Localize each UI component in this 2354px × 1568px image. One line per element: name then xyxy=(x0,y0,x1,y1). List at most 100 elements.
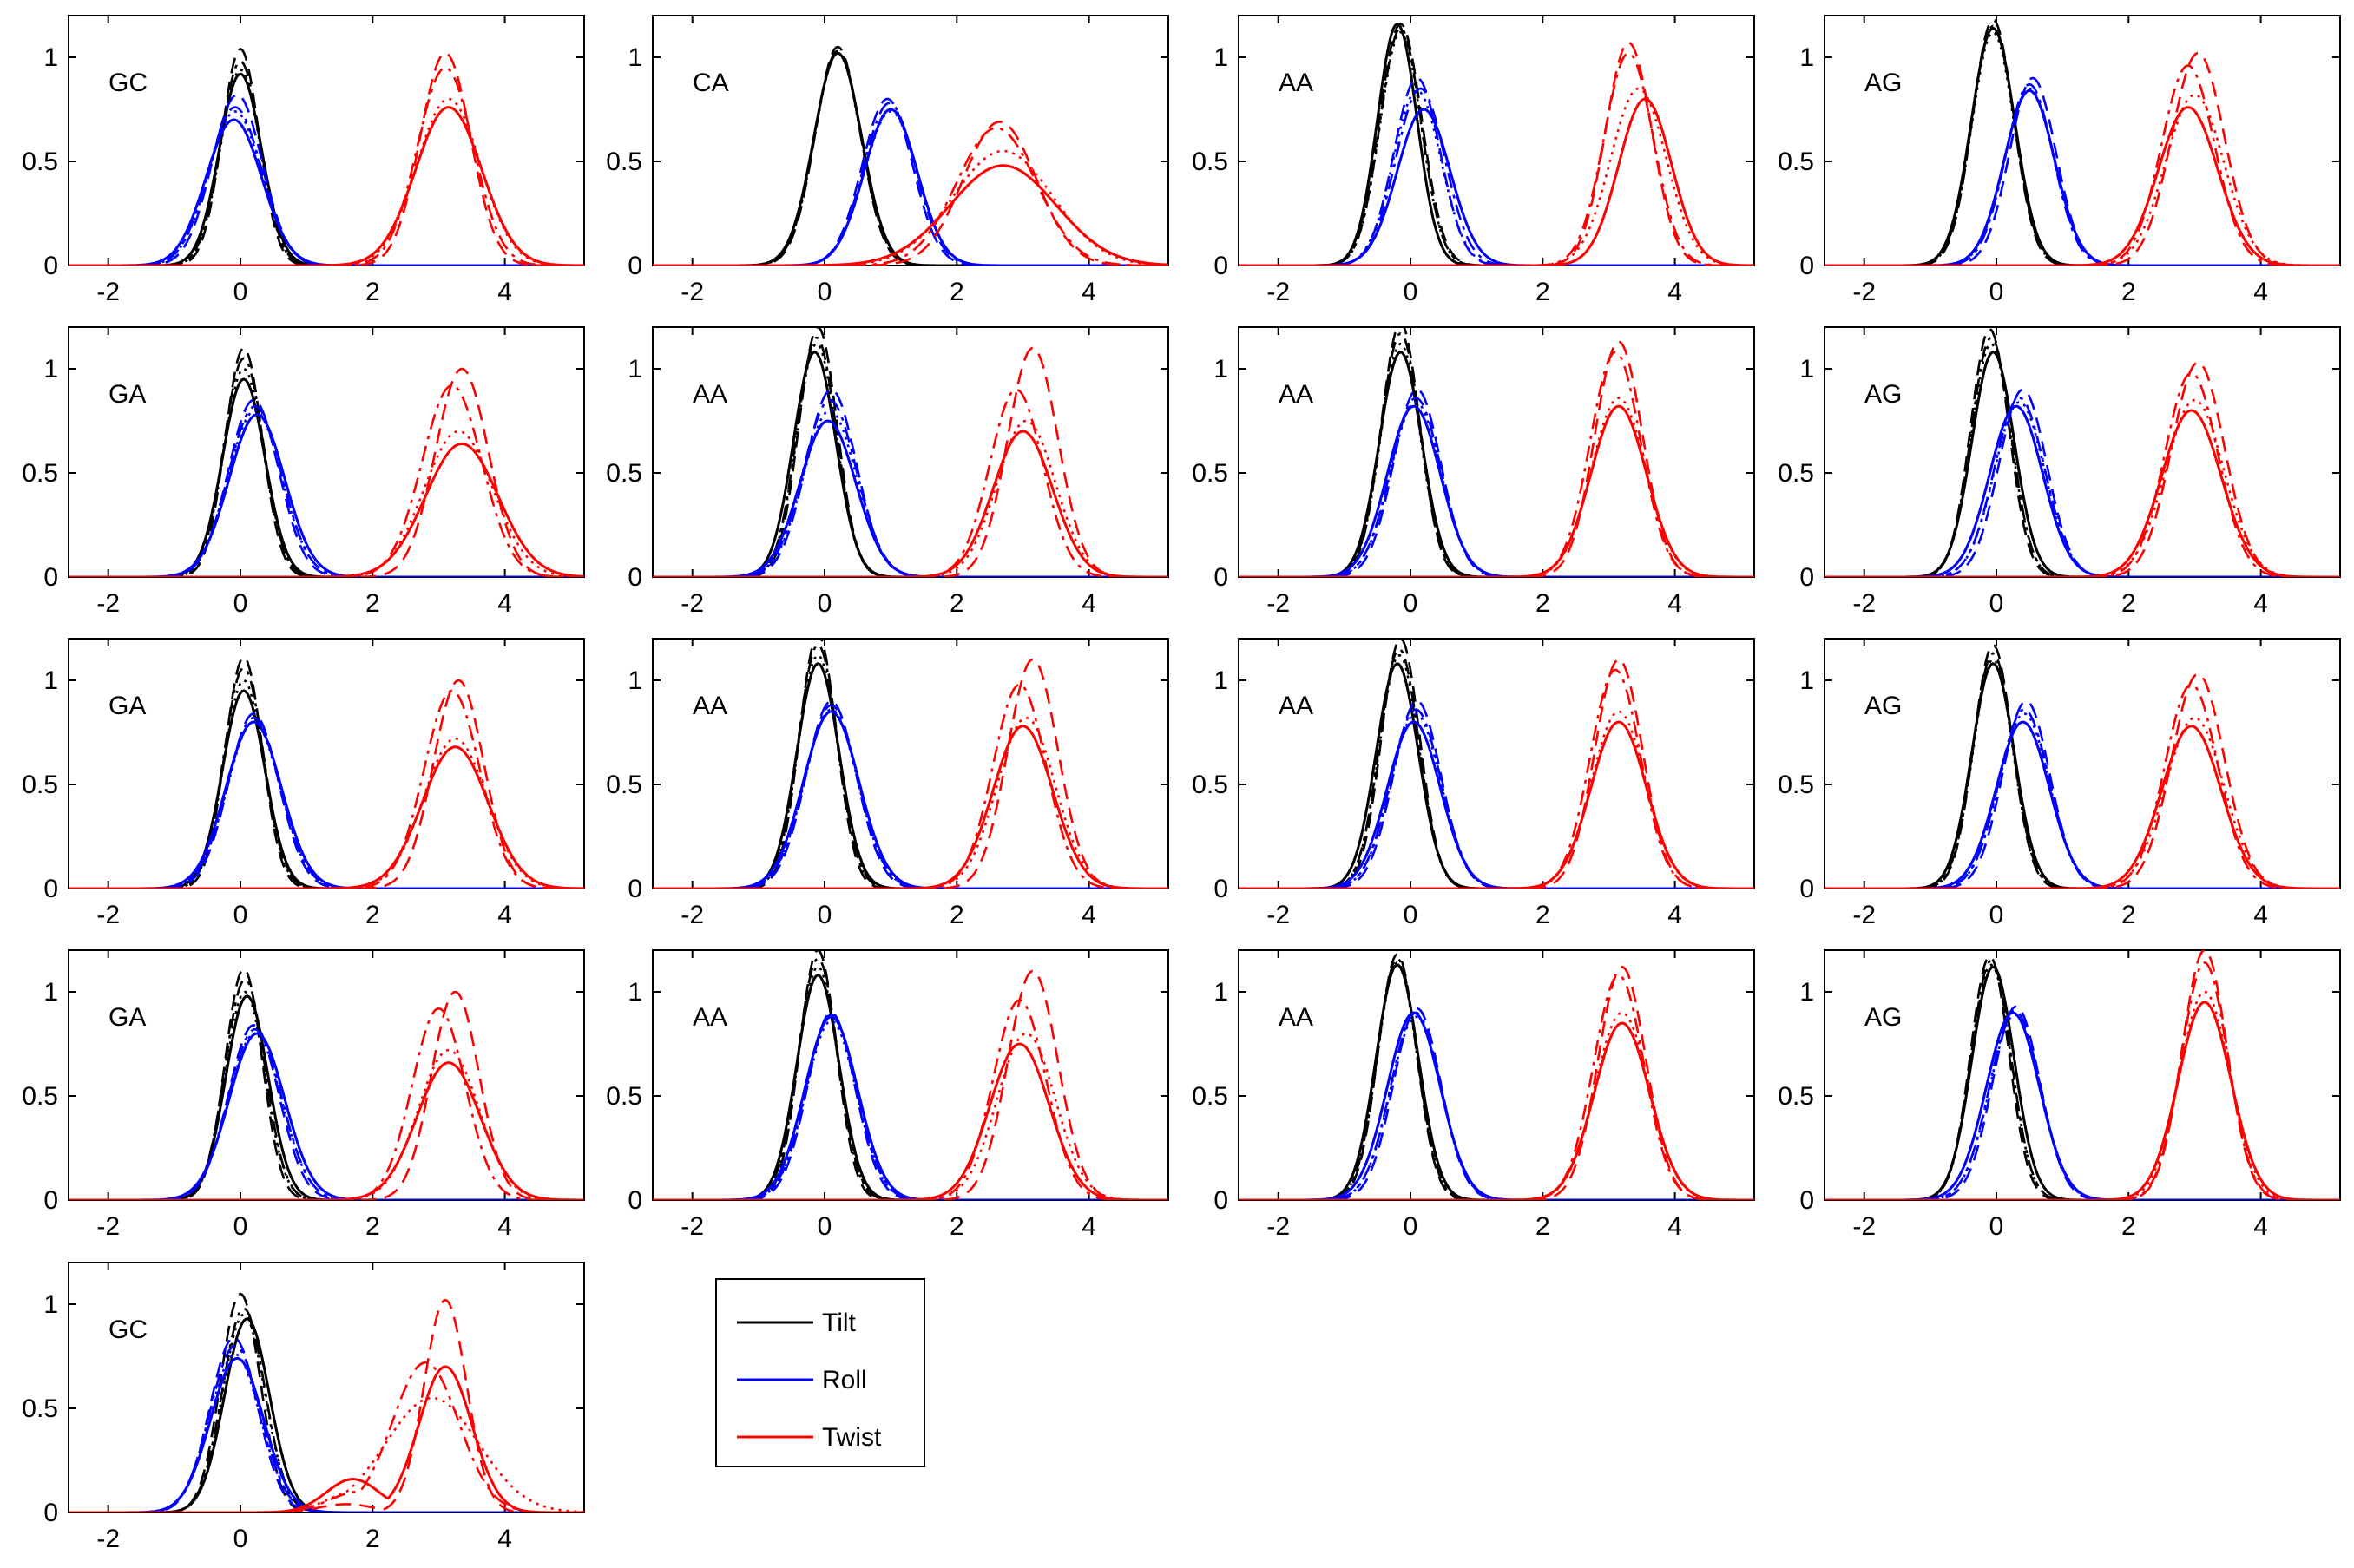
series-roll-solid xyxy=(653,108,1168,266)
subplot-2: -2 0 2 4 0 0.5 1 CA xyxy=(606,15,1169,306)
x-tick-label: -2 xyxy=(1852,901,1876,929)
x-tick-label: -2 xyxy=(1852,1212,1876,1241)
x-tick-label: 4 xyxy=(2253,901,2268,929)
series-roll-dashed xyxy=(1825,76,2340,266)
y-tick-label: 1 xyxy=(43,978,58,1007)
panel-label: AG xyxy=(1864,1003,1902,1032)
x-tick-label: 2 xyxy=(950,278,964,306)
panel-label: CA xyxy=(693,69,729,97)
series-roll-dash-dot xyxy=(653,102,1168,266)
series-twist-dotted xyxy=(1239,87,1754,266)
y-tick-label: 0.5 xyxy=(1192,459,1228,488)
axes-frame xyxy=(68,949,585,1201)
x-tick-label: 4 xyxy=(497,1525,512,1553)
series-twist-dotted xyxy=(653,419,1168,577)
subplot-11: -2 0 2 4 0 0.5 1 AA xyxy=(1192,638,1755,929)
y-tick-label: 1 xyxy=(1799,666,1814,695)
subplot-13: -2 0 2 4 0 0.5 1 GA xyxy=(22,949,585,1241)
x-tick-label: 4 xyxy=(1082,1212,1096,1241)
series-twist-dotted xyxy=(69,430,584,577)
x-tick-label: -2 xyxy=(1266,901,1290,929)
y-tick-label: 1 xyxy=(43,1290,58,1319)
x-tick-label: -2 xyxy=(96,1525,120,1553)
axes-frame xyxy=(1238,949,1755,1201)
legend-label-roll: Roll xyxy=(822,1366,867,1394)
panel-label: GA xyxy=(108,380,146,409)
y-tick-label: 0.5 xyxy=(1192,148,1228,176)
x-tick-label: 4 xyxy=(1667,1212,1682,1241)
x-tick-label: -2 xyxy=(1852,589,1876,618)
y-tick-label: 1 xyxy=(628,43,642,72)
y-tick-label: 0 xyxy=(1213,875,1228,903)
y-tick-label: 0.5 xyxy=(1778,148,1814,176)
axes-frame xyxy=(652,326,1169,578)
x-tick-label: 2 xyxy=(950,589,964,618)
series-roll-dotted xyxy=(1825,1014,2340,1200)
y-tick-label: 0 xyxy=(43,1499,58,1527)
subplot-7: -2 0 2 4 0 0.5 1 AA xyxy=(1192,326,1755,618)
series-roll-dash-dot xyxy=(69,405,584,577)
y-tick-label: 1 xyxy=(628,978,642,1007)
subplot-12: -2 0 2 4 0 0.5 1 AG xyxy=(1778,638,2341,929)
panel-label: AG xyxy=(1864,69,1902,97)
series-twist-dashed xyxy=(69,990,584,1200)
y-tick-label: 0 xyxy=(628,252,642,280)
x-tick-label: 0 xyxy=(818,278,832,306)
x-tick-label: 2 xyxy=(2121,589,2136,618)
x-tick-label: 2 xyxy=(1535,1212,1550,1241)
series-roll-dash-dot xyxy=(653,398,1168,577)
y-tick-label: 0 xyxy=(1213,252,1228,280)
series-twist-dotted xyxy=(1825,398,2340,577)
y-tick-label: 0 xyxy=(1213,563,1228,592)
axes-frame xyxy=(652,15,1169,266)
series-twist-dashed xyxy=(69,51,584,266)
y-tick-label: 0 xyxy=(1799,563,1814,592)
x-tick-label: 0 xyxy=(1404,1212,1418,1241)
y-tick-label: 0.5 xyxy=(606,771,642,799)
subplot-3: -2 0 2 4 0 0.5 1 AA xyxy=(1192,15,1755,306)
series-roll-dash-dot xyxy=(1825,397,2340,577)
panel-label: GA xyxy=(108,1003,146,1032)
subplot-6: -2 0 2 4 0 0.5 1 AA xyxy=(606,326,1169,618)
y-tick-label: 0.5 xyxy=(22,1082,58,1111)
axes-frame xyxy=(68,326,585,578)
y-tick-label: 0 xyxy=(1799,252,1814,280)
legend: Tilt Roll Twist xyxy=(715,1278,925,1467)
x-tick-label: -2 xyxy=(96,1212,120,1241)
panel-label: AG xyxy=(1864,380,1902,409)
subplot-8: -2 0 2 4 0 0.5 1 AG xyxy=(1778,326,2341,618)
x-tick-label: 0 xyxy=(1404,901,1418,929)
x-tick-label: 2 xyxy=(365,901,380,929)
panel-label: AA xyxy=(1279,1003,1313,1032)
series-twist-dashed xyxy=(653,121,1168,266)
axes-frame xyxy=(68,1262,585,1513)
x-tick-label: 4 xyxy=(497,901,512,929)
x-tick-label: -2 xyxy=(1266,278,1290,306)
series-twist-dash-dot xyxy=(653,127,1168,266)
subplot-5: -2 0 2 4 0 0.5 1 GA xyxy=(22,326,585,618)
series-twist-dashed xyxy=(653,658,1168,889)
series-twist-solid xyxy=(1239,404,1754,577)
y-tick-label: 0.5 xyxy=(606,148,642,176)
x-tick-label: -2 xyxy=(96,278,120,306)
x-tick-label: -2 xyxy=(96,901,120,929)
series-twist-dotted xyxy=(653,716,1168,889)
series-twist-dotted xyxy=(1239,1011,1754,1200)
series-twist-dashed xyxy=(1825,361,2340,577)
panel-label: AA xyxy=(1279,69,1313,97)
x-tick-label: -2 xyxy=(681,278,704,306)
y-tick-label: 1 xyxy=(628,355,642,384)
y-tick-label: 0.5 xyxy=(22,1394,58,1423)
y-tick-label: 1 xyxy=(43,666,58,695)
series-twist-dotted xyxy=(1239,397,1754,577)
series-tilt-dashed xyxy=(653,45,1168,266)
y-tick-label: 0.5 xyxy=(1778,1082,1814,1111)
y-tick-label: 1 xyxy=(43,43,58,72)
x-tick-label: 4 xyxy=(2253,589,2268,618)
legend-label-tilt: Tilt xyxy=(822,1309,857,1337)
y-tick-label: 0 xyxy=(1799,1186,1814,1215)
panel-label: AA xyxy=(693,692,727,720)
x-tick-label: 0 xyxy=(233,278,248,306)
x-tick-label: 0 xyxy=(233,901,248,929)
x-tick-label: 2 xyxy=(950,901,964,929)
